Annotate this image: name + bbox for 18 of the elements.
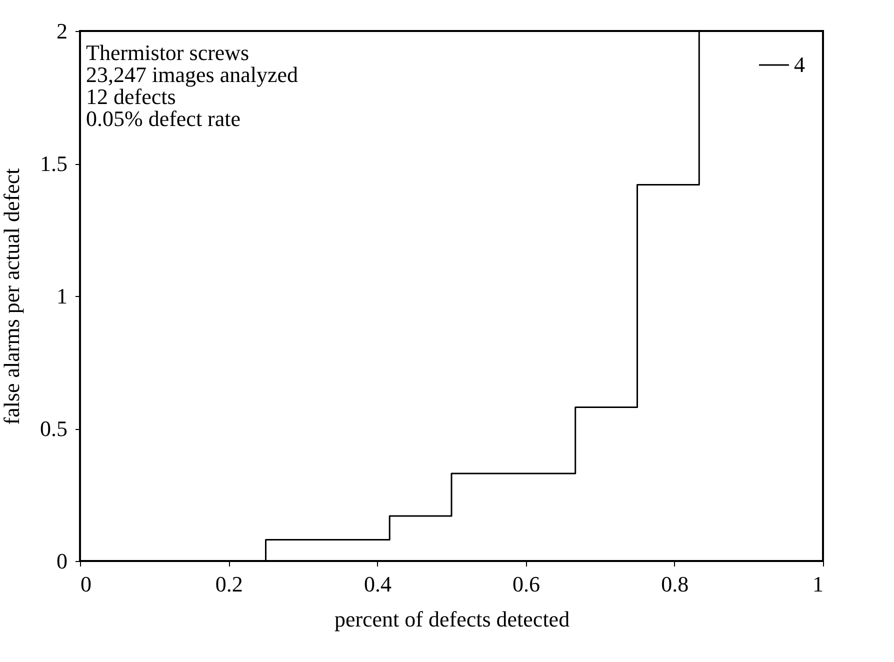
x-tick-label: 0.8: [661, 572, 689, 596]
annotation: 23,247 images analyzed: [86, 62, 298, 87]
annotation: 12 defects: [86, 84, 176, 109]
annotation: 0.05% defect rate: [86, 106, 241, 131]
x-tick-label: 0.6: [512, 572, 540, 596]
y-tick-label: 2: [56, 18, 68, 44]
y-tick-label: 0.5: [40, 416, 68, 441]
x-axis-title: percent of defects detected: [334, 606, 570, 632]
x-tick-label: 0: [80, 572, 92, 596]
y-axis-title: false alarms per actual defect: [0, 168, 24, 425]
y-tick-label: 1: [56, 284, 68, 308]
x-tick-label: 0.4: [364, 572, 392, 596]
x-tick-label: 1: [812, 572, 824, 596]
y-tick-label: 1.5: [40, 151, 68, 176]
x-tick-label: 0.2: [215, 572, 243, 596]
y-tick-label: 0: [56, 548, 68, 574]
annotation: Thermistor screws: [86, 40, 250, 65]
legend-label: 4: [794, 52, 805, 77]
